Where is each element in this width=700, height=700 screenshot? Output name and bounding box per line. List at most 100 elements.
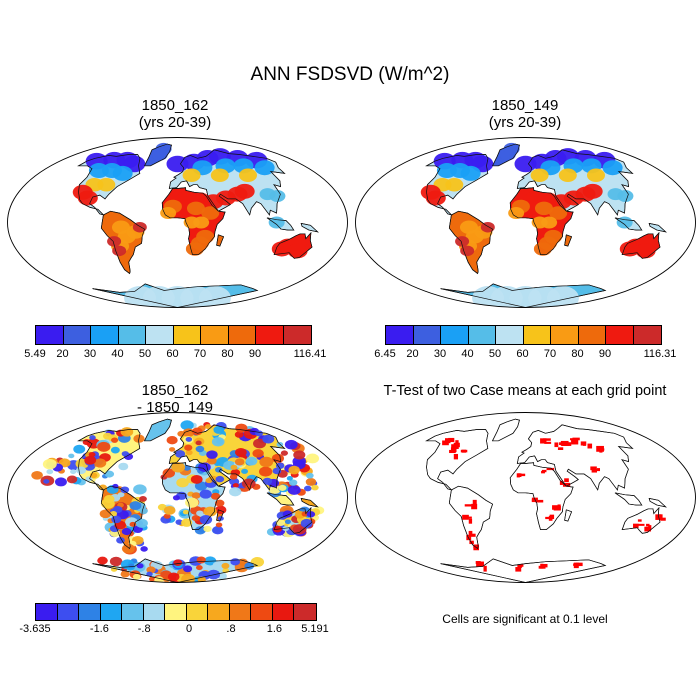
significant-cell [540, 563, 548, 568]
panel-2-title-line2: (yrs 20-39) [488, 114, 562, 131]
coastline [648, 222, 667, 233]
field-patch [252, 449, 264, 458]
field-patch [617, 190, 634, 203]
coastline [300, 497, 319, 508]
field-patch [303, 485, 312, 492]
significant-cell [546, 467, 555, 471]
field-patch [480, 221, 495, 233]
significant-cell [660, 517, 666, 521]
significant-cell [557, 447, 564, 450]
colorbar-panel-3-labels: -3.635 -1.6 -.8 0 .8 1.6 5.191 [19, 623, 328, 637]
significant-cell [468, 518, 473, 524]
field-patch [136, 563, 144, 569]
colorbar-panel-2 [385, 325, 662, 345]
field-patch [111, 515, 122, 524]
map-border [7, 137, 348, 308]
colorbar-tick-label: 20 [56, 348, 69, 360]
colorbar-tick-label: 80 [571, 348, 584, 360]
field-patch [160, 207, 177, 220]
significant-cell [549, 514, 555, 520]
colorbar-swatch [208, 604, 230, 620]
field-patch [103, 495, 115, 504]
field-patch [163, 513, 171, 519]
significant-cell [559, 442, 565, 446]
colorbar-swatch [468, 326, 496, 344]
significant-cell [541, 470, 545, 474]
field-patch [215, 522, 223, 528]
field-patch [112, 505, 123, 514]
field-patch [268, 216, 285, 229]
coastline [92, 283, 259, 308]
field-patch [77, 190, 98, 206]
field-patch [121, 543, 135, 554]
field-patch [68, 453, 75, 459]
significant-cell [562, 482, 571, 487]
field-patch [104, 470, 115, 478]
field-patch [196, 556, 206, 564]
field-patch [185, 436, 193, 442]
significant-cell [544, 441, 552, 444]
field-patch [183, 465, 191, 471]
significant-cell [515, 567, 522, 572]
field-patch [259, 456, 274, 468]
coastline [100, 485, 146, 550]
significant-cell [557, 504, 561, 509]
field-patch [530, 168, 549, 183]
significant-cell [648, 525, 652, 530]
field-patch [175, 450, 186, 458]
field-patch [180, 420, 194, 431]
field-patch [241, 478, 256, 489]
field-patch [110, 446, 120, 454]
colorbar-swatch [201, 326, 229, 344]
significant-cell [646, 523, 650, 527]
field-patch [155, 142, 172, 155]
field-patch [118, 462, 129, 471]
field-patch [89, 435, 96, 441]
map-border [355, 412, 696, 583]
significant-cell [599, 448, 603, 453]
field-patch [254, 160, 275, 176]
colorbar-tick-label: 70 [193, 348, 207, 360]
field-patch [205, 477, 213, 484]
significant-cell [448, 437, 455, 443]
significant-cell [559, 480, 563, 485]
field-patch [460, 245, 475, 257]
field-patch [121, 451, 129, 457]
field-patch [211, 436, 225, 447]
coastline [143, 143, 172, 167]
field-patch [558, 168, 577, 183]
field-patch [196, 229, 215, 244]
map-panel-2 [355, 137, 696, 308]
field-patch [163, 505, 176, 515]
field-patch [306, 511, 316, 518]
coastline [100, 210, 146, 275]
significant-cell [637, 519, 642, 522]
field-patch [215, 475, 225, 483]
field-patch [194, 526, 206, 535]
colorbar-tick-label: 5.49 [24, 348, 46, 360]
significant-cell [453, 453, 459, 460]
significant-cell [590, 466, 597, 471]
colorbar-panel-3 [35, 603, 317, 621]
field-patch [43, 479, 50, 484]
field-patch [191, 492, 201, 499]
coastline [509, 462, 574, 530]
field-patch [185, 449, 193, 456]
coastline [448, 485, 494, 550]
significance-note: Cells are significant at 0.1 level [442, 612, 608, 626]
coastline [491, 143, 520, 167]
field-patch [203, 525, 212, 533]
field-patch [111, 437, 119, 443]
colorbar-swatch [272, 604, 295, 620]
field-patch [146, 571, 153, 577]
field-patch [232, 483, 239, 488]
field-patch [284, 439, 298, 450]
field-patch [204, 424, 212, 430]
coastline [161, 187, 226, 255]
coastline [168, 424, 286, 491]
coastline [564, 509, 573, 522]
field-patch [186, 201, 205, 216]
colorbar-swatch [122, 604, 144, 620]
map-border [7, 412, 348, 583]
field-patch [305, 453, 320, 464]
